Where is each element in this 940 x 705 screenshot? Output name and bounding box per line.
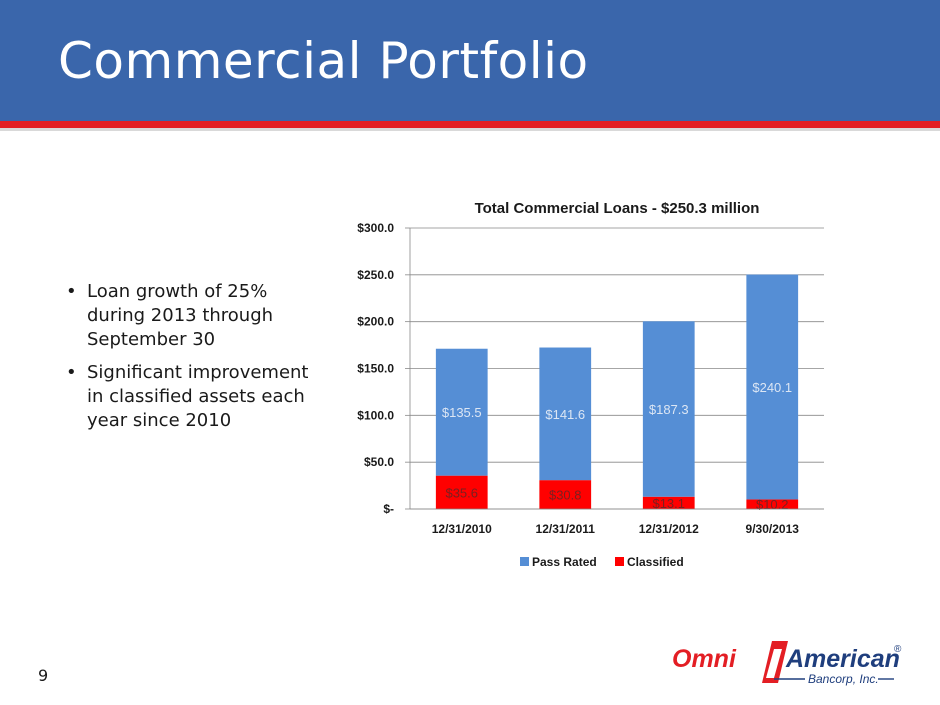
data-label: $187.3 [649, 402, 689, 417]
bullet-dot-icon: • [66, 362, 77, 383]
data-label: $10.2 [756, 497, 789, 512]
logo-word-american: American [785, 645, 900, 673]
legend-swatch [615, 557, 624, 566]
x-tick-label: 12/31/2012 [639, 522, 699, 536]
data-label: $240.1 [752, 380, 792, 395]
data-label: $30.8 [549, 488, 582, 503]
y-tick-label: $300.0 [357, 221, 394, 235]
data-label: $135.5 [442, 405, 482, 420]
bullet-list: • Loan growth of 25% during 2013 through… [66, 280, 316, 442]
x-tick-label: 12/31/2010 [432, 522, 492, 536]
bar-pass-rated [539, 347, 592, 481]
bullet-text: Loan growth of 25% during 2013 through S… [87, 281, 274, 350]
bar-pass-rated [642, 321, 695, 497]
y-tick-label: $100.0 [357, 408, 394, 422]
data-label: $13.1 [652, 496, 685, 511]
bar-classified [746, 499, 799, 509]
legend-label: Classified [627, 555, 684, 569]
bullet-item: • Loan growth of 25% during 2013 through… [66, 280, 316, 352]
bar-pass-rated [435, 348, 488, 476]
y-tick-label: $- [383, 502, 394, 516]
bar-pass-rated [746, 274, 799, 500]
bullet-text: Significant improvement in classified as… [87, 362, 309, 431]
page-number: 9 [38, 666, 49, 685]
omniamerican-logo: Omni American ® Bancorp, Inc. [672, 641, 902, 686]
title-bar-red-stripe [0, 121, 940, 128]
bullet-dot-icon: • [66, 281, 77, 302]
logo-word-omni: Omni [672, 645, 737, 673]
logo-subtitle: Bancorp, Inc. [808, 672, 879, 686]
slide-title: Commercial Portfolio [58, 32, 589, 90]
y-tick-label: $50.0 [364, 455, 394, 469]
y-tick-label: $150.0 [357, 362, 394, 376]
stacked-bar-chart: Total Commercial Loans - $250.3 million $… [357, 200, 824, 569]
y-tick-label: $250.0 [357, 268, 394, 282]
legend-swatch [520, 557, 529, 566]
bar-classified [642, 496, 695, 509]
data-label: $141.6 [545, 407, 585, 422]
chart-title: Total Commercial Loans - $250.3 million [475, 200, 760, 217]
y-tick-label: $200.0 [357, 315, 394, 329]
logo-mark-icon [762, 641, 788, 683]
title-bar-gray-stripe [0, 128, 940, 131]
x-tick-label: 12/31/2011 [536, 522, 596, 536]
bar-classified [539, 480, 592, 509]
title-bar [0, 0, 940, 121]
data-label: $35.6 [445, 485, 478, 500]
x-tick-label: 9/30/2013 [746, 522, 800, 536]
bar-classified [435, 475, 488, 509]
logo-registered-mark: ® [894, 644, 902, 655]
legend-label: Pass Rated [532, 555, 597, 569]
bullet-item: • Significant improvement in classified … [66, 361, 316, 433]
